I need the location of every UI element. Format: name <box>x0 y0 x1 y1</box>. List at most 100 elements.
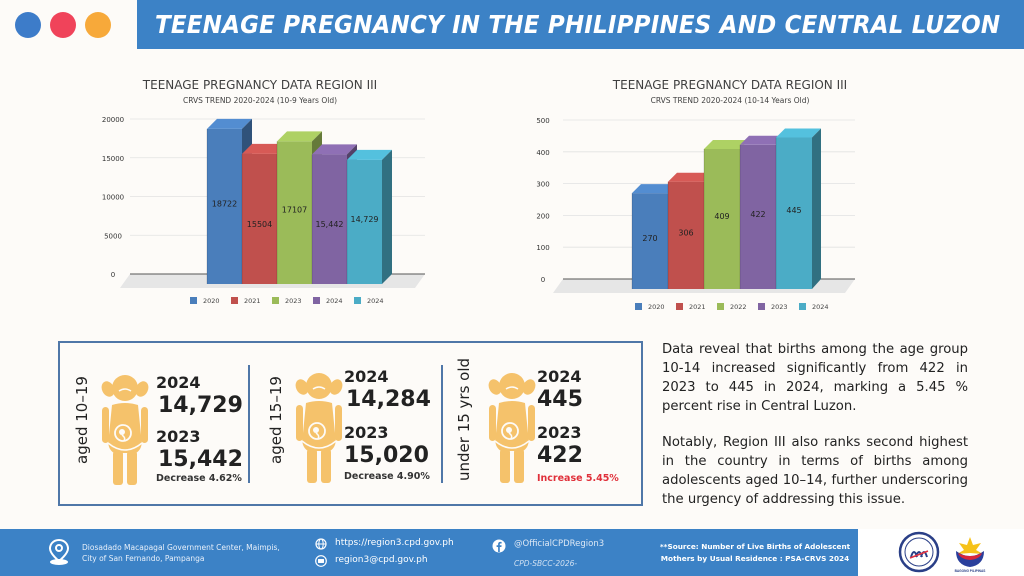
data-label: 14,729 <box>351 215 379 224</box>
year-current: 2024 <box>156 373 201 392</box>
divider <box>248 365 250 483</box>
legend-label: 2023 <box>285 297 302 305</box>
pregnant-girl-icon <box>295 373 343 483</box>
bar-front <box>704 148 740 289</box>
legend-label: 2020 <box>648 303 665 311</box>
data-label: 18722 <box>212 199 237 208</box>
chart-subtitle: CRVS TREND 2020-2024 (10-9 Years Old) <box>182 96 338 105</box>
bar-side <box>382 149 392 284</box>
bar-front <box>347 159 382 284</box>
data-label: 270 <box>642 234 657 243</box>
narrative-paragraph-1: Data reveal that births among the age gr… <box>662 342 968 414</box>
y-tick-label: 5000 <box>104 232 122 240</box>
y-tick-label: 500 <box>536 117 549 125</box>
bar-side <box>812 128 821 289</box>
narrative-paragraph-2: Notably, Region III also ranks second hi… <box>662 435 968 507</box>
year-previous: 2023 <box>156 427 201 446</box>
bar-top <box>740 135 785 145</box>
page-title: TEENAGE PREGNANCY IN THE PHILIPPINES AND… <box>155 10 1001 39</box>
bar-2024: 445 <box>775 128 821 289</box>
pregnant-girl-icon <box>488 373 536 483</box>
year-current: 2024 <box>537 367 582 386</box>
y-tick-label: 10000 <box>102 194 124 202</box>
bar-front <box>277 141 312 284</box>
change-badge: Decrease 4.62% <box>156 473 242 484</box>
stats-panel: aged 10–19 2024 14,729 2023 15,442 Decre… <box>58 341 643 506</box>
bar-top <box>632 184 677 194</box>
source-note: **Source: Number of Live Births of Adole… <box>655 541 855 565</box>
data-label: 409 <box>714 212 729 221</box>
bar-top <box>312 144 357 155</box>
bar-2021: 15504 <box>241 143 287 284</box>
bar-2020: 270 <box>631 184 677 289</box>
value-current: 14,284 <box>346 387 431 412</box>
y-tick-label: 0 <box>111 271 115 279</box>
chart-plot: 0 5000 10000 15000 20000 18722 15504 17107 15,44… <box>102 116 425 305</box>
address: Diosadado Macapagal Government Center, M… <box>82 542 280 564</box>
legend-label: 2021 <box>689 303 706 311</box>
legend-swatch <box>717 303 724 310</box>
data-label: 306 <box>678 228 693 237</box>
title-banner: TEENAGE PREGNANCY IN THE PHILIPPINES AND… <box>137 0 1024 49</box>
legend-swatch <box>354 297 361 304</box>
website-link[interactable]: https://region3.cpd.gov.ph <box>335 538 454 548</box>
age-label: under 15 yrs old <box>455 357 473 481</box>
bar-top <box>668 172 713 182</box>
address-line-2: City of San Fernando, Pampanga <box>82 554 205 563</box>
legend-label: 2023 <box>771 303 788 311</box>
legend-swatch <box>676 303 683 310</box>
email-icon <box>315 555 327 567</box>
y-tick-label: 200 <box>536 212 549 220</box>
legend-swatch <box>635 303 642 310</box>
stat-under-15: under 15 yrs old 2024 445 2023 422 Incre… <box>445 343 643 504</box>
bar-2022: 409 <box>703 139 749 289</box>
chart-10-19: TEENAGE PREGNANCY DATA REGION III CRVS T… <box>95 75 425 315</box>
bar-front <box>740 144 776 289</box>
logo-caption: BAGONG PILIPINAS <box>955 569 986 573</box>
stat-aged-10-19: aged 10–19 2024 14,729 2023 15,442 Decre… <box>60 343 250 504</box>
legend-swatch <box>272 297 279 304</box>
legend-label: 2022 <box>730 303 747 311</box>
bar-2023: 422 <box>739 135 785 289</box>
value-previous: 15,020 <box>344 443 429 468</box>
value-current: 445 <box>537 387 583 412</box>
y-tick-label: 300 <box>536 181 549 189</box>
bar-front <box>242 153 277 284</box>
y-tick-label: 400 <box>536 149 549 157</box>
legend-swatch <box>758 303 765 310</box>
bar-2023: 17107 <box>276 131 322 284</box>
y-tick-label: 100 <box>536 244 549 252</box>
bar-top <box>242 143 287 154</box>
dot-red <box>50 12 76 38</box>
chart-subtitle: CRVS TREND 2020-2024 (10-14 Years Old) <box>650 96 810 105</box>
location-pin-icon <box>48 538 70 565</box>
facebook-handle[interactable]: @OfficialCPDRegion3 <box>514 539 605 549</box>
chart-10-14: TEENAGE PREGNANCY DATA REGION III CRVS T… <box>525 75 855 320</box>
bar-front <box>312 154 347 284</box>
bar-top <box>776 128 821 138</box>
year-previous: 2023 <box>537 423 582 442</box>
data-label: 17107 <box>282 206 307 215</box>
logo-area: BAGONG PILIPINAS <box>858 529 1024 576</box>
legend-label: 2021 <box>244 297 261 305</box>
globe-icon <box>315 538 327 550</box>
value-current: 14,729 <box>158 393 243 418</box>
data-label: 445 <box>786 206 801 215</box>
source-line-2: Mothers by Usual Residence : PSA-CRVS 20… <box>660 554 850 563</box>
source-line-1: **Source: Number of Live Births of Adole… <box>659 542 851 551</box>
footer: Diosadado Macapagal Government Center, M… <box>0 529 858 576</box>
legend-label: 2020 <box>203 297 220 305</box>
window-dots <box>15 12 111 38</box>
age-label: aged 10–19 <box>73 376 91 464</box>
email-link[interactable]: region3@cpd.gov.ph <box>335 555 428 565</box>
year-previous: 2023 <box>344 423 389 442</box>
bar-2021: 306 <box>667 172 713 289</box>
year-current: 2024 <box>344 367 389 386</box>
legend-swatch <box>799 303 806 310</box>
stat-aged-15-19: aged 15–19 2024 14,284 2023 15,020 Decre… <box>252 343 442 504</box>
legend-swatch <box>313 297 320 304</box>
pregnant-girl-icon <box>101 375 149 485</box>
divider <box>441 365 443 483</box>
legend-swatch <box>190 297 197 304</box>
age-label: aged 15–19 <box>267 376 285 464</box>
